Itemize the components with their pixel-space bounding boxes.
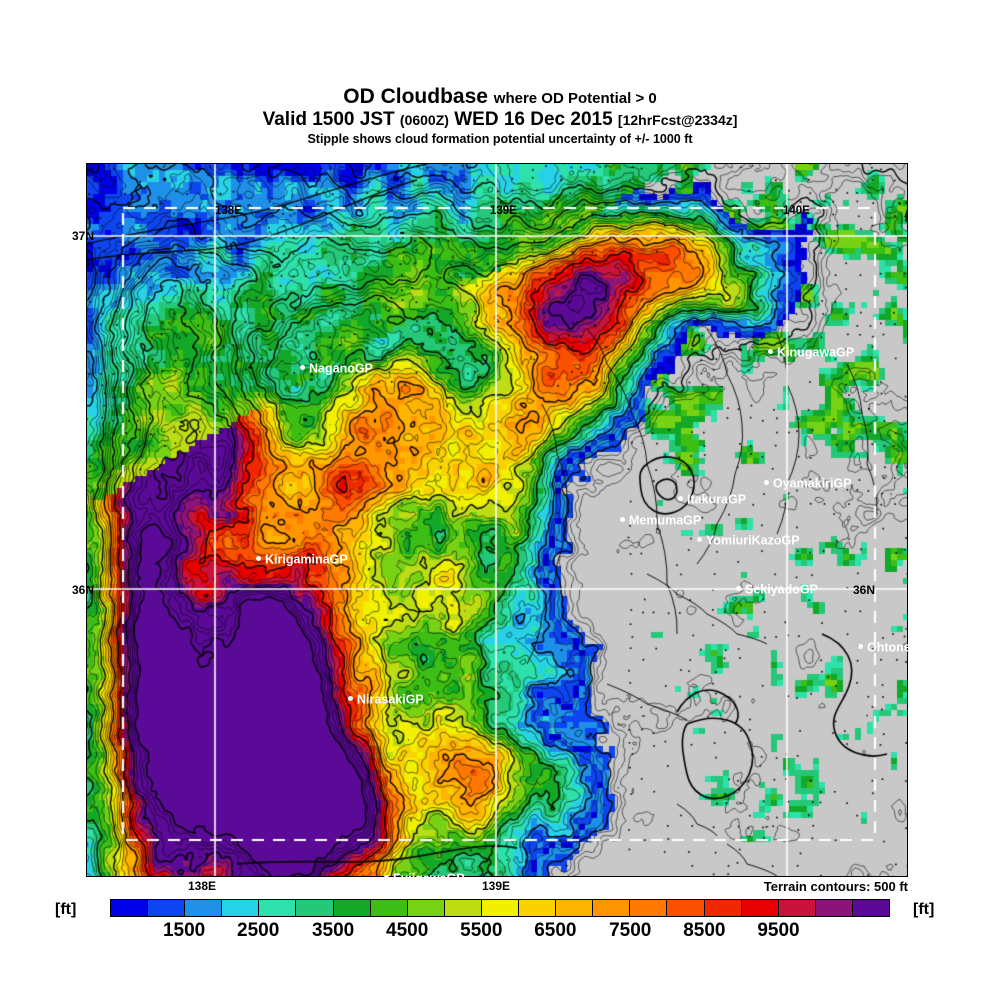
station-marker-oyamakirigp[interactable]: OyamakiriGP [764,477,852,490]
colorbar-swatch-5 [296,900,334,916]
station-dot-icon [764,480,769,486]
station-dot-icon [620,517,625,523]
colorbar-swatch-9 [444,900,482,916]
lat-label-36n-left: 36N [72,583,95,597]
station-marker-sekiyadogp[interactable]: SekiyadoGP [736,583,818,596]
station-label: SekiyadoGP [745,582,818,597]
colorbar-tick-labels: 1500 2500 3500 4500 5500 6500 7500 8500 9500 [110,920,890,946]
station-label: NaganoGP [309,361,373,376]
colorbar-tick-6500: 6500 [534,920,577,941]
colorbar-tick-4500: 4500 [386,920,429,941]
colorbar-swatch-12 [556,900,594,916]
station-label: NirasakiGP [357,692,424,707]
forecast-tag: [12hrFcst@2334z] [617,112,738,129]
colorbar-tick-2500: 2500 [237,920,280,941]
station-marker-naganogp[interactable]: NaganoGP [300,362,373,375]
lon-label-138e-top: 138E [215,205,242,217]
station-label: FujigawaGP [393,871,465,886]
colorbar-swatch-1 [148,900,186,916]
station-marker-fujigawagp[interactable]: FujigawaGP [384,872,465,885]
colorbar-unit-right: [ft] [913,901,935,918]
station-dot-icon [300,365,305,371]
colorbar-tick-9500: 9500 [757,920,800,941]
station-marker-nirasakigp[interactable]: NirasakiGP [348,693,424,706]
colorbar-swatch-18 [778,900,816,916]
colorbar-swatch-10 [481,900,520,916]
colorbar-swatch-6 [333,900,371,916]
station-label: YomiuriKazoGP [706,533,800,548]
map-plot-area[interactable] [86,163,908,877]
station-dot-icon [384,875,389,881]
lon-label-140e-top: 140E [783,205,810,217]
colorbar-tick-7500: 7500 [609,920,652,941]
station-marker-ohtone[interactable]: Ohtone [858,641,911,654]
colorbar-swatch-2 [185,900,223,916]
colorbar-tick-1500: 1500 [162,920,206,941]
station-label: Ohtone [867,640,911,655]
station-marker-itakuragp[interactable]: ItakuraGP [678,493,746,506]
colorbar-swatch-7 [370,900,408,916]
lon-label-139e-top: 139E [490,205,517,217]
station-marker-kinugawagp[interactable]: KinugawaGP [768,346,854,359]
valid-zulu: (0600Z) [399,112,449,129]
station-label: OyamakiriGP [773,476,852,491]
colorbar-swatch-4 [259,900,297,916]
station-marker-yomiurikazogp[interactable]: YomiuriKazoGP [697,534,800,547]
colorbar-swatch-8 [407,900,445,916]
title-main-text: OD Cloudbase [343,85,488,108]
lat-label-36n-right: 36N [853,583,876,597]
station-dot-icon [697,537,702,543]
station-marker-memumagp[interactable]: MemumaGP [620,514,701,527]
station-label: MemumaGP [629,513,702,528]
lon-label-138e-bottom: 138E [188,879,217,893]
station-dot-icon [736,586,741,592]
cloudbase-raster [87,164,907,876]
colorbar-swatch-11 [519,900,557,916]
station-dot-icon [348,696,353,702]
colorbar-tick-3500: 3500 [311,920,355,941]
station-dot-icon [768,349,773,355]
colorbar-unit-left: [ft] [55,901,77,918]
title-main-suffix: where OD Potential > 0 [493,90,657,107]
title-valid-line: Valid 1500 JST (0600Z) WED 16 Dec 2015 [… [0,110,1000,130]
colorbar-swatch-19 [815,900,853,916]
station-dot-icon [858,644,863,650]
colorbar-swatch-3 [222,900,260,916]
station-label: KinugawaGP [777,345,855,360]
colorbar-tick-5500: 5500 [460,920,503,941]
lon-label-139e-bottom: 139E [482,879,511,893]
colorbar-swatch-17 [741,900,779,916]
colorbar-swatch-13 [593,900,631,916]
colorbar-swatch-14 [630,900,668,916]
valid-date: WED 16 Dec 2015 [454,109,613,131]
chart-title-block: OD Cloudbase where OD Potential > 0 Vali… [0,85,1000,146]
valid-prefix: Valid 1500 JST [262,109,395,131]
colorbar-swatch-0 [111,900,149,916]
lat-label-37n-left: 37N [72,229,95,243]
station-marker-kirigaminagp[interactable]: KirigaminaGP [256,553,348,566]
title-primary: OD Cloudbase where OD Potential > 0 [0,85,1000,108]
station-dot-icon [256,556,261,562]
colorbar[interactable] [110,899,890,917]
colorbar-tick-8500: 8500 [683,920,726,941]
station-dot-icon [678,496,683,502]
station-label: KirigaminaGP [265,552,348,567]
terrain-contours-note: Terrain contours: 500 ft [763,879,908,894]
title-subtitle: Stipple shows cloud formation potential … [307,131,693,146]
colorbar-swatch-15 [667,900,705,916]
station-label: ItakuraGP [687,492,747,507]
colorbar-swatch-20 [852,900,889,916]
colorbar-swatch-16 [704,900,742,916]
